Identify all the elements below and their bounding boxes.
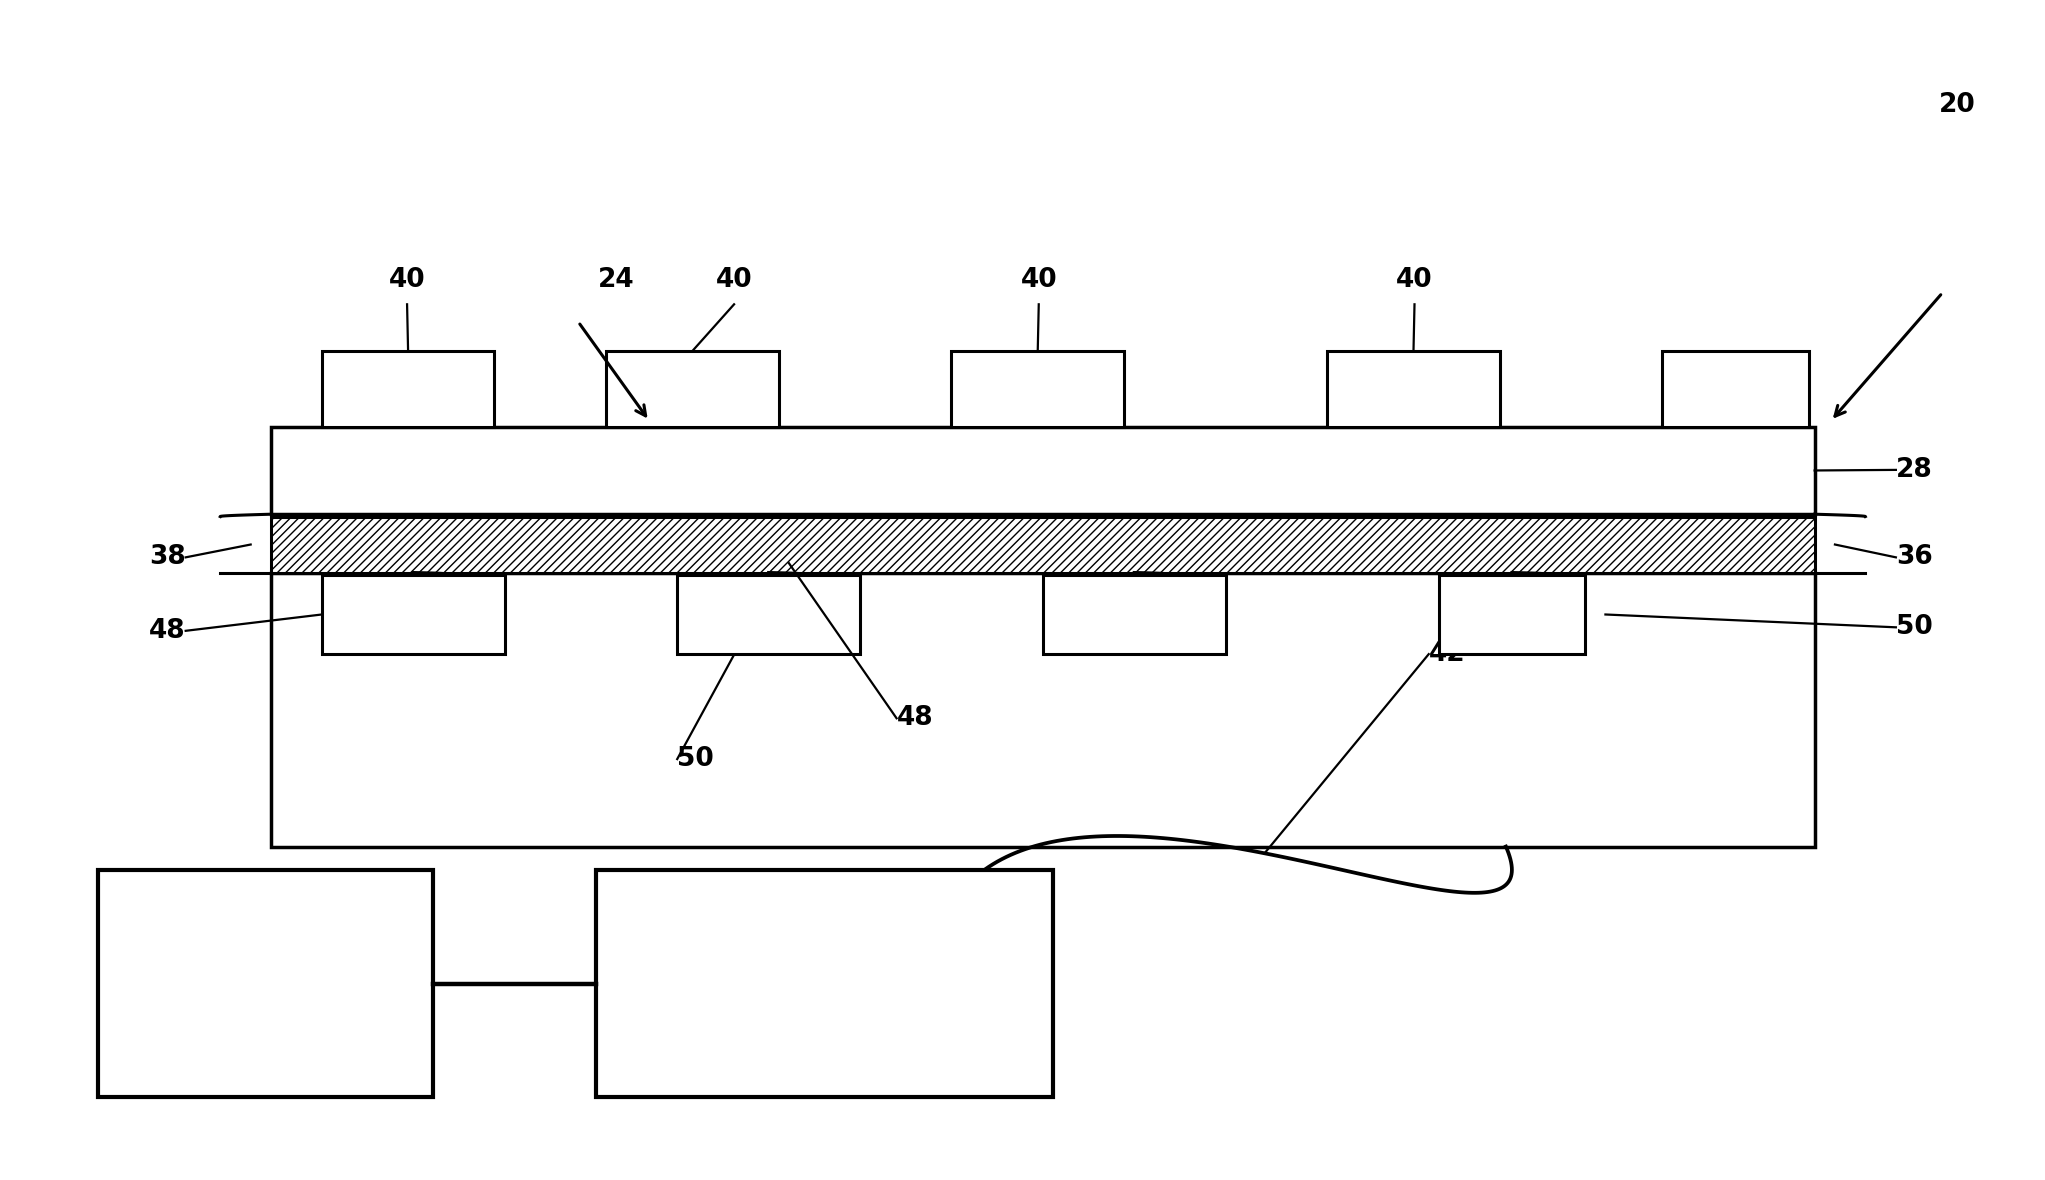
Bar bbox=[1663, 350, 1808, 427]
Text: 48: 48 bbox=[896, 706, 933, 732]
Text: 38: 38 bbox=[149, 544, 186, 570]
Text: 24: 24 bbox=[597, 267, 634, 293]
Bar bbox=[1043, 575, 1225, 654]
Bar bbox=[272, 427, 1814, 514]
Text: 50: 50 bbox=[677, 746, 714, 772]
Bar bbox=[951, 350, 1125, 427]
Text: 40: 40 bbox=[1020, 267, 1057, 293]
Text: 40: 40 bbox=[389, 267, 425, 293]
Bar bbox=[595, 870, 1053, 1097]
Text: 48: 48 bbox=[149, 618, 186, 644]
Text: 40: 40 bbox=[716, 267, 753, 293]
Bar bbox=[321, 575, 505, 654]
Bar bbox=[98, 870, 434, 1097]
Text: 36: 36 bbox=[1896, 544, 1933, 570]
Text: PHA: PHA bbox=[785, 1002, 863, 1035]
Bar bbox=[272, 517, 1814, 572]
Text: 40: 40 bbox=[1397, 267, 1434, 293]
Bar bbox=[1327, 350, 1499, 427]
Text: 50: 50 bbox=[1896, 615, 1933, 641]
Bar bbox=[272, 572, 1814, 846]
Text: 42: 42 bbox=[1429, 641, 1466, 667]
Bar bbox=[1440, 575, 1585, 654]
Text: PC: PC bbox=[241, 968, 290, 1001]
Text: DIGITIZER/: DIGITIZER/ bbox=[724, 938, 924, 971]
Bar bbox=[605, 350, 779, 427]
Bar bbox=[321, 350, 495, 427]
Text: 20: 20 bbox=[1939, 92, 1975, 118]
Text: 28: 28 bbox=[1896, 457, 1933, 483]
Bar bbox=[677, 575, 861, 654]
